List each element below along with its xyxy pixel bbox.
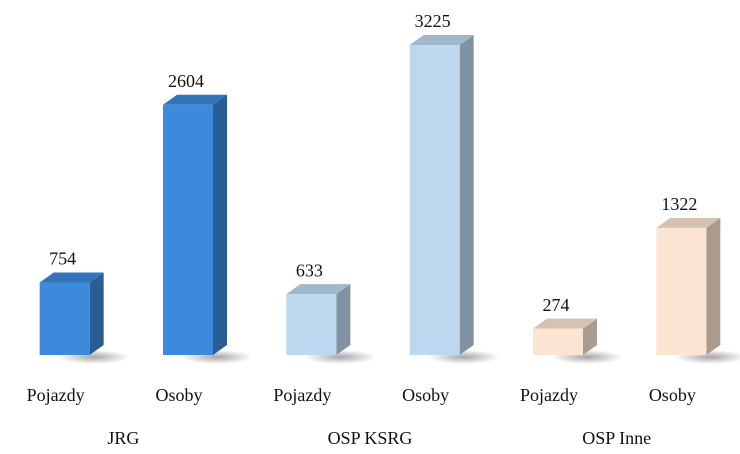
x-tick-label: Osoby xyxy=(649,385,696,405)
x-tick-label: Pojazdy xyxy=(520,385,578,405)
bar-top xyxy=(286,284,351,295)
x-tick-label: Pojazdy xyxy=(273,385,331,405)
bar xyxy=(39,282,90,355)
bar-side xyxy=(706,217,721,355)
bar-top xyxy=(533,318,597,329)
data-label: 633 xyxy=(296,260,323,280)
bar-top xyxy=(656,217,721,228)
bar-side xyxy=(336,284,351,355)
bar-top xyxy=(409,35,474,45)
bar-top xyxy=(39,272,104,283)
data-label: 1322 xyxy=(661,194,697,214)
bar xyxy=(286,294,337,355)
bar xyxy=(533,328,583,355)
bar xyxy=(409,45,460,355)
bar xyxy=(163,104,213,355)
group-label: OSP Inne xyxy=(582,428,651,448)
bar-side xyxy=(89,272,104,355)
bar-side xyxy=(583,318,597,355)
data-label: 2604 xyxy=(168,71,204,91)
data-label: 3225 xyxy=(415,11,451,31)
bar-top xyxy=(163,94,227,105)
x-tick-label: Osoby xyxy=(402,385,449,405)
bar xyxy=(656,227,707,355)
data-label: 754 xyxy=(49,249,76,269)
data-label: 274 xyxy=(543,295,570,315)
bar-side xyxy=(213,94,227,355)
bar-side xyxy=(459,35,474,355)
group-label: JRG xyxy=(107,428,139,448)
group-label: OSP KSRG xyxy=(328,428,413,448)
x-tick-label: Osoby xyxy=(155,385,202,405)
x-tick-label: Pojazdy xyxy=(27,385,85,405)
